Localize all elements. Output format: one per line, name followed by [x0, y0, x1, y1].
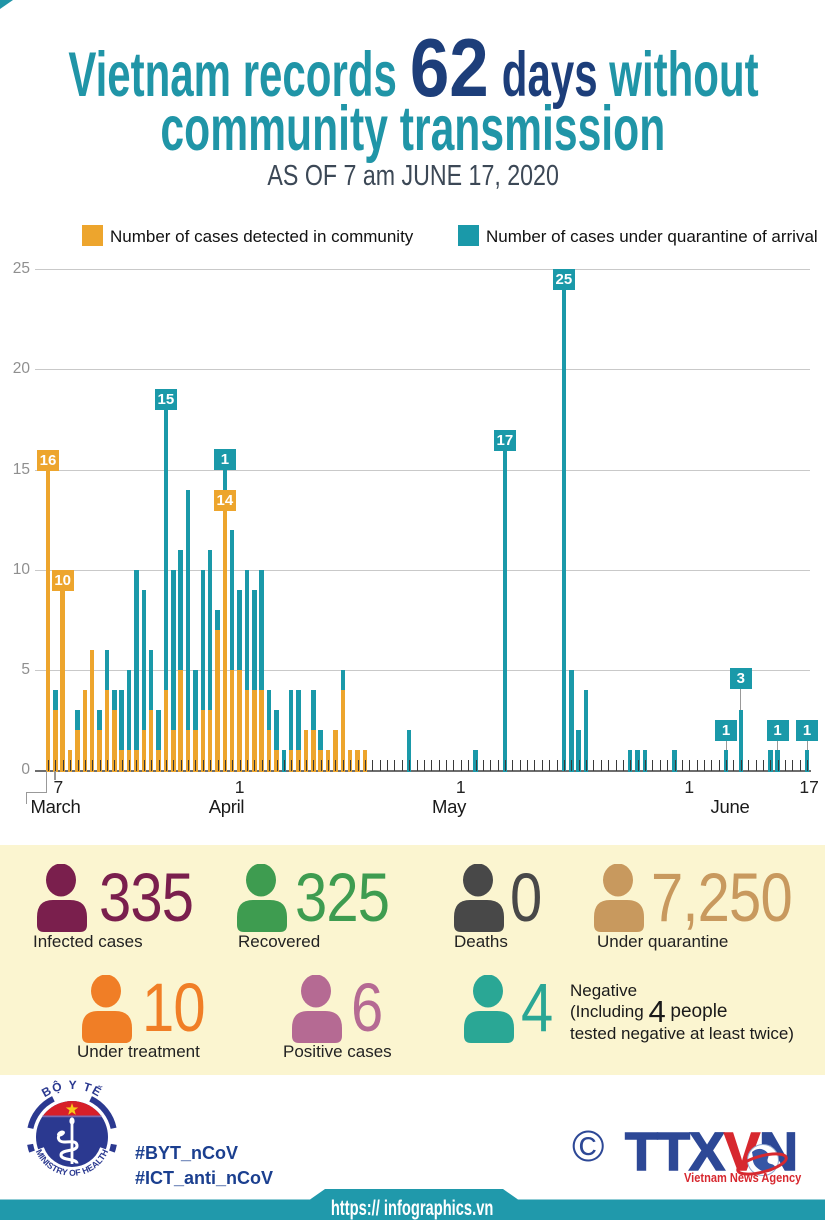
svg-text:BỘ Y TẾ: BỘ Y TẾ — [39, 1078, 105, 1100]
